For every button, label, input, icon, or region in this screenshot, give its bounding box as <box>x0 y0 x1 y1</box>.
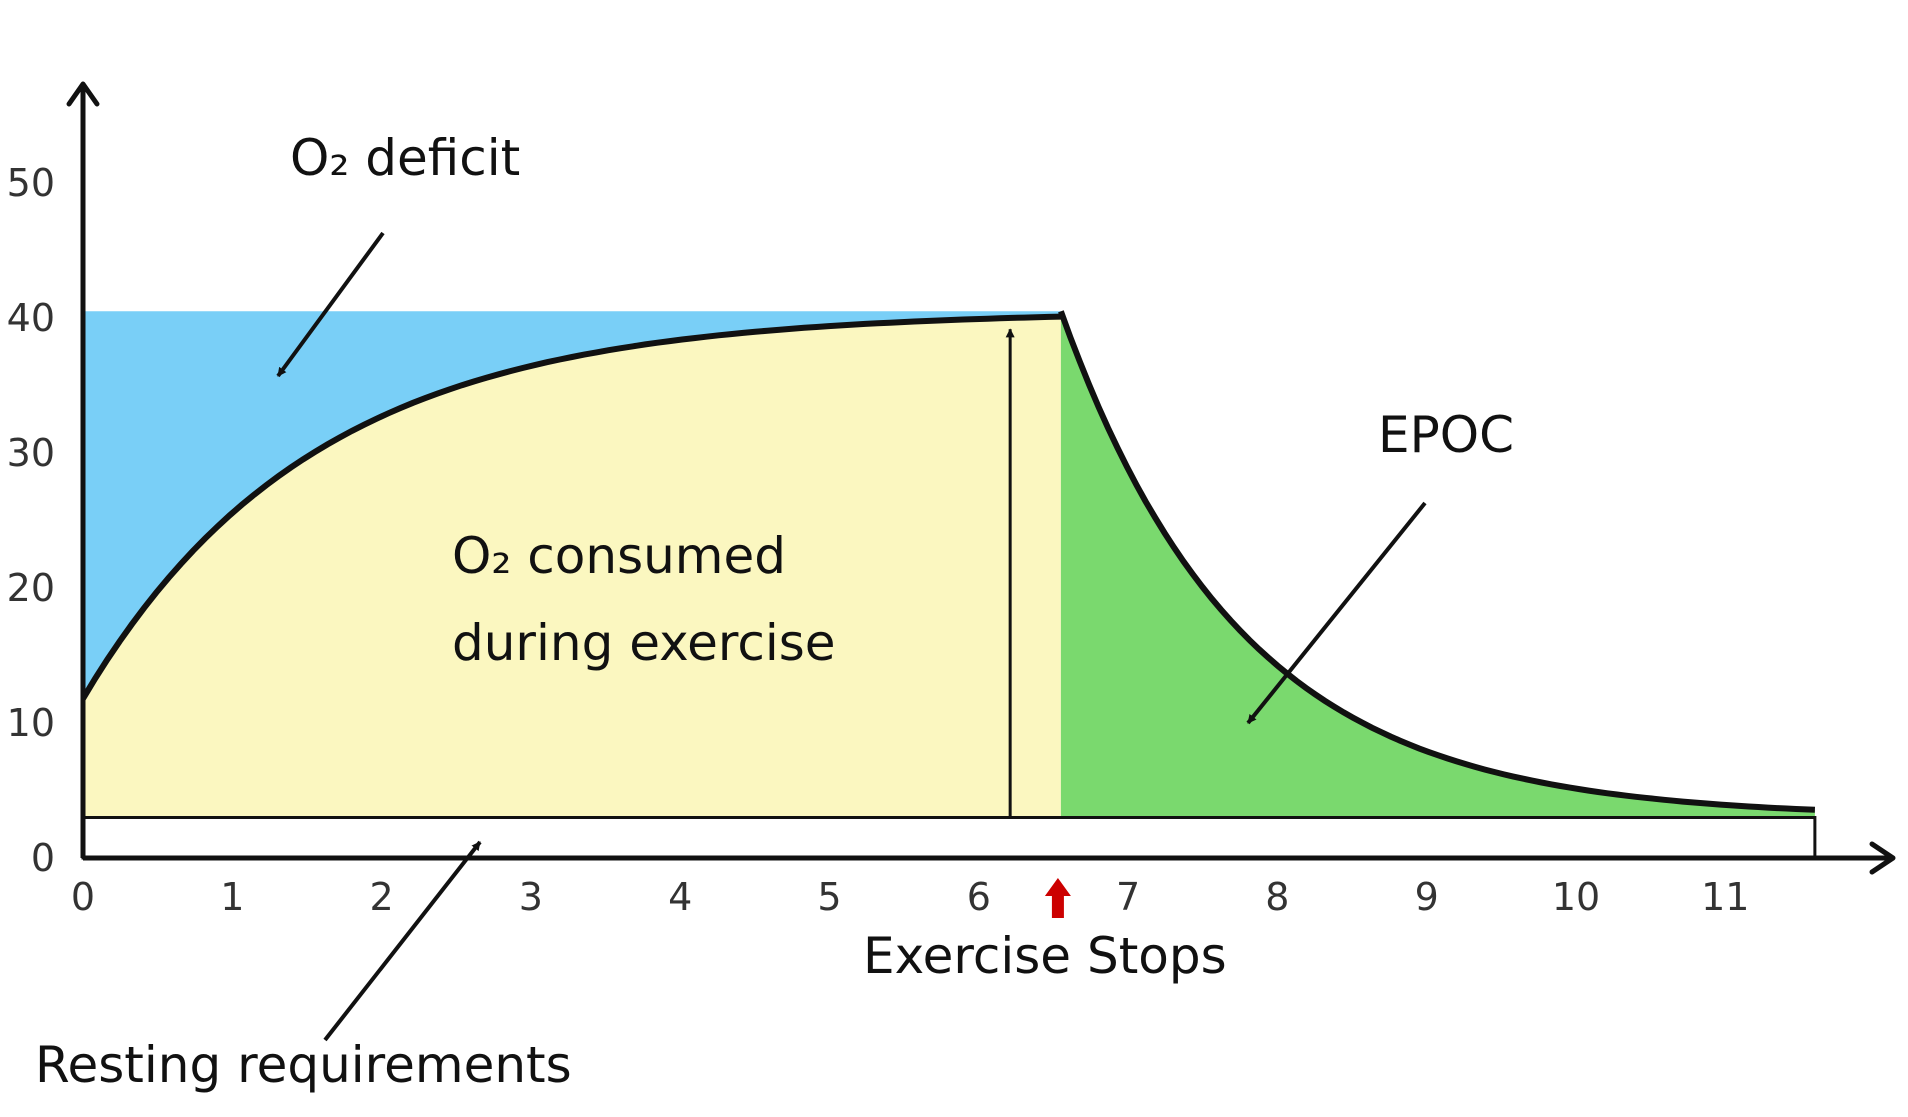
x-tick-label: 7 <box>1116 875 1140 919</box>
y-axis-arrowhead <box>66 81 100 107</box>
x-tick-label: 11 <box>1701 875 1749 919</box>
x-tick-label: 1 <box>220 875 244 919</box>
o2-deficit-pointer-arrow <box>276 231 385 378</box>
epoc-pointer-arrow <box>1246 501 1427 725</box>
x-tick-label: 2 <box>370 875 394 919</box>
o2-consumed-label-line2: during exercise <box>452 614 836 672</box>
o2-consumed-label-line1: O₂ consumed <box>452 527 786 585</box>
resting-pointer-arrow <box>323 840 482 1042</box>
x-tick-label: 10 <box>1552 875 1600 919</box>
x-tick-label: 9 <box>1415 875 1439 919</box>
resting-requirements-region <box>81 816 1817 860</box>
y-tick-label: 50 <box>7 161 55 205</box>
o2-deficit-region <box>83 311 1061 699</box>
y-tick-label: 30 <box>7 431 55 475</box>
y-tick-label: 40 <box>7 296 55 340</box>
x-tick-label: 3 <box>519 875 543 919</box>
x-tick-label: 8 <box>1265 875 1289 919</box>
x-tick-labels: 0 1 2 3 4 5 6 7 8 9 10 11 <box>71 875 1750 919</box>
x-tick-label: 0 <box>71 875 95 919</box>
x-axis-arrowhead <box>1869 841 1896 875</box>
o2-uptake-curve-recovery <box>1058 310 1816 813</box>
x-tick-label: 6 <box>967 875 991 919</box>
o2-deficit-label: O₂ deficit <box>290 129 520 187</box>
exercise-stops-label: Exercise Stops <box>863 927 1227 985</box>
y-tick-labels: 0 10 20 30 40 50 <box>7 161 55 880</box>
o2-consumed-region <box>83 316 1061 818</box>
resting-requirements-label: Resting requirements <box>35 1036 572 1094</box>
y-tick-label: 10 <box>7 701 55 745</box>
y-tick-label: 20 <box>7 566 55 610</box>
exercise-stop-marker <box>1044 878 1071 918</box>
o2-uptake-curve-exercise <box>80 313 1061 701</box>
x-tick-label: 5 <box>817 875 841 919</box>
x-tick-label: 4 <box>668 875 692 919</box>
y-tick-label: 0 <box>31 836 55 880</box>
epoc-region <box>1060 311 1815 818</box>
epoc-label: EPOC <box>1378 406 1514 464</box>
